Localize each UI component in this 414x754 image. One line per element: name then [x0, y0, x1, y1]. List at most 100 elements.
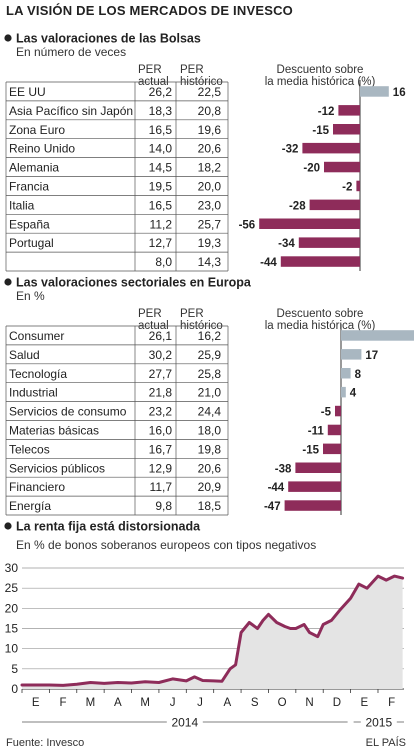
discount-value: -15 [302, 444, 319, 456]
per-actual-value: 14,0 [149, 142, 173, 156]
discount-value: 4 [350, 388, 357, 400]
per-historico-value: 19,6 [198, 123, 222, 137]
month-label: E [32, 697, 40, 709]
per-historico-value: 21,0 [198, 386, 222, 400]
row-label: Alemania [9, 161, 59, 175]
per-historico-value: 22,5 [198, 85, 222, 99]
per-historico-value: 20,8 [198, 104, 222, 118]
title-bullet-icon [4, 34, 12, 42]
discount-bar [356, 180, 360, 192]
brand-label: EL PAÍS [365, 737, 406, 749]
row-label: Consumer [9, 329, 64, 343]
year-label-bg [360, 715, 397, 729]
per-historico-value: 14,3 [198, 255, 222, 269]
per-actual-value: 16,5 [149, 123, 173, 137]
chart-subtitle: En número de veces [16, 45, 126, 59]
per-actual-value: 21,8 [149, 386, 173, 400]
discount-value: -34 [278, 238, 295, 250]
month-label: A [224, 697, 232, 709]
discount-value: -32 [282, 144, 299, 156]
row-label: Financiero [9, 480, 65, 494]
per-historico-value: 20,6 [198, 142, 222, 156]
chart-title: Las valoraciones sectoriales en Europa [16, 276, 252, 290]
per-historico-value: 18,2 [198, 161, 222, 175]
per-historico-value: 23,0 [198, 198, 222, 212]
y-tick-label: 15 [5, 622, 19, 636]
per-historico-value: 18,0 [198, 423, 222, 437]
per-actual-value: 23,2 [149, 405, 173, 419]
discount-value: -28 [289, 200, 306, 212]
header-per-historico: PER [180, 308, 204, 320]
discount-value: -12 [318, 106, 335, 118]
per-actual-value: 19,5 [149, 179, 173, 193]
discount-bar [284, 500, 341, 511]
month-label: E [360, 697, 368, 709]
header-per-actual: PER [138, 64, 162, 76]
row-label: Asia Pacífico sin Japón [9, 104, 133, 118]
month-label: J [170, 697, 176, 709]
per-historico-value: 19,3 [198, 236, 222, 250]
title-bullet-icon [4, 278, 12, 286]
year-label: 2014 [171, 716, 198, 730]
discount-value: 16 [393, 87, 406, 99]
discount-bar [309, 199, 360, 211]
row-label: EE UU [9, 85, 46, 99]
per-actual-value: 12,9 [149, 461, 173, 475]
discount-value: 17 [365, 350, 378, 362]
discount-bar [333, 124, 360, 135]
row-label: Industrial [9, 386, 58, 400]
row-label: España [9, 217, 50, 231]
chart-title: La renta fija está distorsionada [16, 520, 201, 534]
row-label: Salud [9, 348, 40, 362]
discount-value: -5 [321, 407, 332, 419]
discount-bar [341, 349, 362, 360]
discount-bar [323, 443, 341, 455]
row-label: Francia [9, 179, 49, 193]
month-label: D [333, 697, 341, 709]
per-actual-value: 18,3 [149, 104, 173, 118]
month-label: F [60, 697, 67, 709]
y-tick-label: 30 [5, 561, 19, 575]
discount-value: -44 [268, 482, 285, 494]
per-actual-value: 11,7 [150, 480, 173, 494]
row-label: Reino Unido [9, 142, 75, 156]
discount-value: -20 [303, 163, 320, 175]
per-historico-value: 20,0 [198, 179, 222, 193]
discount-value: 8 [355, 369, 362, 381]
discount-bar [341, 330, 414, 341]
year-label-bg [166, 715, 203, 729]
discount-value: -2 [342, 181, 352, 193]
header-discount: la media histórica (%) [265, 76, 376, 88]
per-historico-value: 16,2 [198, 329, 222, 343]
discount-value: -11 [308, 425, 325, 437]
discount-bar [259, 218, 360, 229]
page-title: LA VISIÓN DE LOS MERCADOS DE INVESCO [6, 3, 293, 18]
month-label: N [305, 697, 313, 709]
title-bullet-icon [4, 522, 12, 530]
discount-bar [327, 424, 341, 436]
header-discount: Descuento sobre [277, 308, 364, 320]
per-actual-value: 14,5 [149, 161, 173, 175]
month-label: M [140, 697, 150, 709]
discount-bar [360, 86, 389, 97]
row-label: Zona Euro [9, 123, 65, 137]
per-actual-value: 16,7 [149, 442, 173, 456]
discount-bar [280, 256, 360, 267]
discount-bar [341, 386, 346, 398]
discount-bar [324, 161, 360, 173]
header-per-historico: PER [180, 64, 204, 76]
series-area [22, 576, 403, 689]
per-actual-value: 30,2 [149, 348, 173, 362]
per-historico-value: 18,5 [198, 499, 222, 513]
per-historico-value: 20,6 [198, 461, 222, 475]
row-label: Servicios públicos [9, 461, 105, 475]
per-actual-value: 9,8 [155, 499, 172, 513]
per-historico-value: 25,9 [198, 348, 222, 362]
chart-subtitle: En % de bonos soberanos europeos con tip… [16, 538, 316, 552]
discount-value: -38 [275, 463, 292, 475]
row-label: Telecos [9, 442, 50, 456]
row-label: Energía [9, 499, 51, 513]
month-label: A [114, 697, 122, 709]
